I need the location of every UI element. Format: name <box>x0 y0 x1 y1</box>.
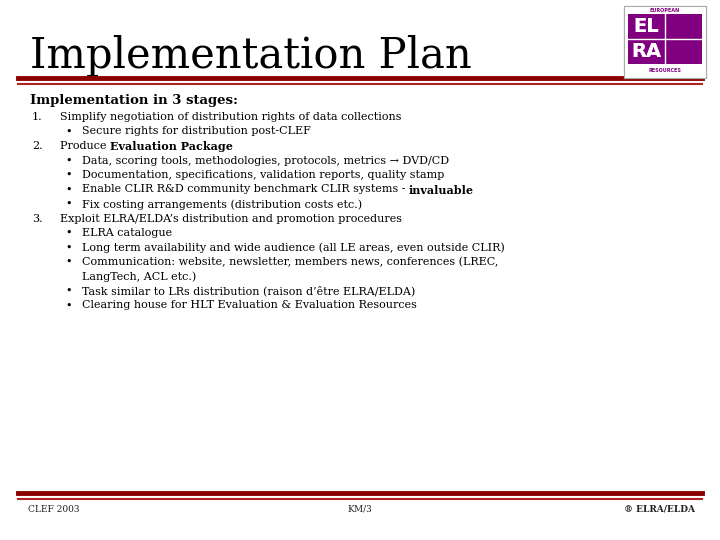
Text: Communication: website, newsletter, members news, conferences (LREC,: Communication: website, newsletter, memb… <box>82 257 498 267</box>
Text: EUROPEAN: EUROPEAN <box>650 8 680 13</box>
Text: Secure rights for distribution post-CLEF: Secure rights for distribution post-CLEF <box>82 126 311 137</box>
Bar <box>624 6 706 78</box>
Bar <box>628 14 702 64</box>
Bar <box>624 6 706 78</box>
Text: 1.: 1. <box>32 112 42 122</box>
Text: Evaluation Package: Evaluation Package <box>110 141 233 152</box>
Text: EL: EL <box>660 16 692 40</box>
Text: Implementation in 3 stages:: Implementation in 3 stages: <box>30 94 238 107</box>
Text: •: • <box>65 242 71 253</box>
Text: Fix costing arrangements (distribution costs etc.): Fix costing arrangements (distribution c… <box>82 199 362 210</box>
Text: •: • <box>65 199 71 209</box>
Text: •: • <box>65 126 71 137</box>
Text: ELRA catalogue: ELRA catalogue <box>82 228 172 238</box>
Text: Simplify negotiation of distribution rights of data collections: Simplify negotiation of distribution rig… <box>60 112 402 122</box>
Text: 2.: 2. <box>32 141 42 151</box>
Text: •: • <box>65 185 71 194</box>
Text: RA: RA <box>631 42 662 61</box>
Text: ® ELRA/ELDA: ® ELRA/ELDA <box>624 505 695 514</box>
Text: •: • <box>65 300 71 310</box>
Text: 3.: 3. <box>32 213 42 224</box>
Text: Exploit ELRA/ELDA’s distribution and promotion procedures: Exploit ELRA/ELDA’s distribution and pro… <box>60 213 402 224</box>
Text: EL: EL <box>639 16 670 40</box>
Text: Task similar to LRs distribution (raison d’être ELRA/ELDA): Task similar to LRs distribution (raison… <box>82 286 415 297</box>
Text: invaluable: invaluable <box>409 185 474 195</box>
Text: LangTech, ACL etc.): LangTech, ACL etc.) <box>82 272 197 282</box>
Text: EUROPEAN: EUROPEAN <box>650 8 680 13</box>
Text: •: • <box>65 170 71 180</box>
Text: RA: RA <box>658 38 694 62</box>
Text: EL: EL <box>634 17 660 36</box>
Text: •: • <box>65 286 71 296</box>
Text: •: • <box>65 257 71 267</box>
Text: •: • <box>65 156 71 165</box>
Text: EL: EL <box>634 17 660 36</box>
Text: Produce: Produce <box>60 141 110 151</box>
Text: RA: RA <box>636 38 672 62</box>
Text: •: • <box>65 228 71 238</box>
Text: KM/3: KM/3 <box>348 505 372 514</box>
Text: Documentation, specifications, validation reports, quality stamp: Documentation, specifications, validatio… <box>82 170 444 180</box>
Text: Clearing house for HLT Evaluation & Evaluation Resources: Clearing house for HLT Evaluation & Eval… <box>82 300 417 310</box>
Text: Enable CLIR R&D community benchmark CLIR systems -: Enable CLIR R&D community benchmark CLIR… <box>82 185 409 194</box>
Text: Long term availability and wide audience (all LE areas, even outside CLIR): Long term availability and wide audience… <box>82 242 505 253</box>
Text: Implementation Plan: Implementation Plan <box>30 35 472 77</box>
Text: Data, scoring tools, methodologies, protocols, metrics → DVD/CD: Data, scoring tools, methodologies, prot… <box>82 156 449 165</box>
Text: CLEF 2003: CLEF 2003 <box>28 505 79 514</box>
Text: RESOURCES: RESOURCES <box>649 68 681 73</box>
Text: LANGUAGE: LANGUAGE <box>699 27 703 47</box>
Bar <box>628 14 702 64</box>
Text: RA: RA <box>631 42 662 61</box>
Text: ASSOCIATION: ASSOCIATION <box>627 25 631 49</box>
